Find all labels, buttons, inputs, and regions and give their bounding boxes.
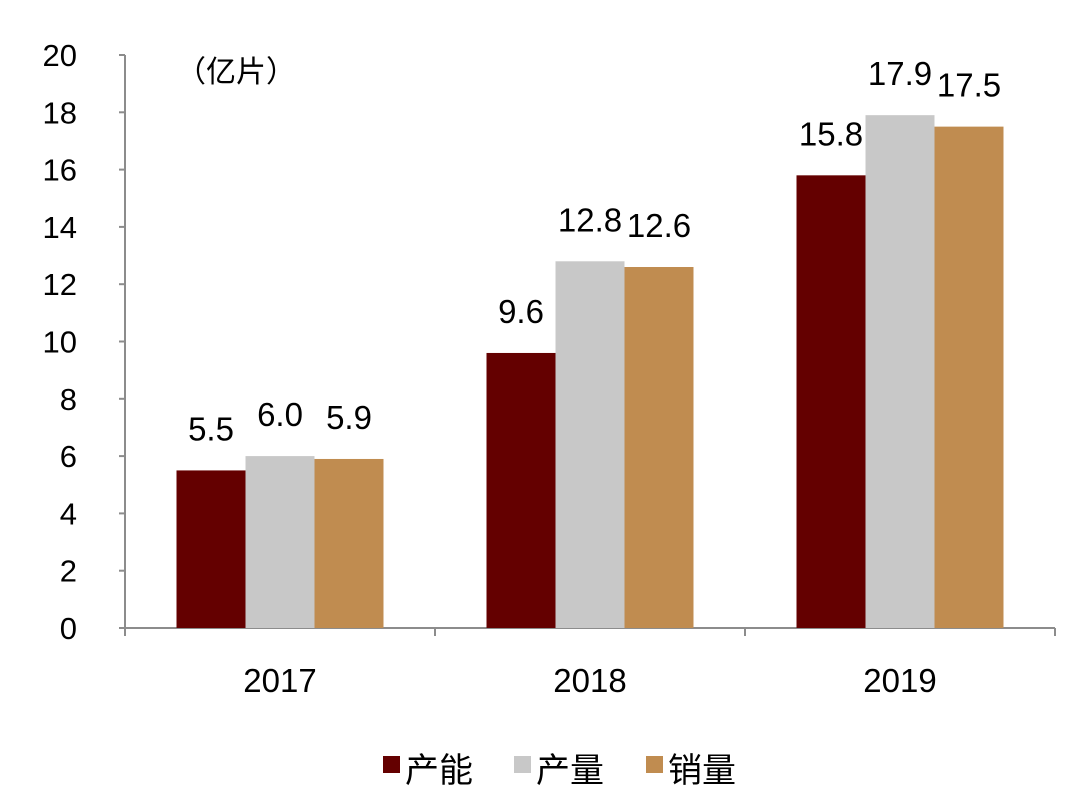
bar-产能-2019 bbox=[796, 175, 866, 628]
y-tick-label: 14 bbox=[43, 210, 77, 245]
y-tick-label: 4 bbox=[60, 496, 77, 531]
y-tick-label: 18 bbox=[43, 95, 77, 130]
bar-产量-2019 bbox=[865, 115, 935, 629]
x-category-label: 2017 bbox=[243, 662, 316, 699]
data-label: 17.9 bbox=[868, 55, 932, 92]
y-tick-label: 8 bbox=[60, 382, 77, 417]
legend-swatch bbox=[383, 756, 400, 773]
data-label: 6.0 bbox=[257, 396, 303, 433]
y-tick-label: 20 bbox=[43, 38, 77, 73]
y-tick-label: 10 bbox=[43, 325, 77, 360]
bar-销量-2019 bbox=[934, 126, 1004, 628]
legend-label: 产量 bbox=[536, 752, 604, 790]
y-tick-label: 2 bbox=[60, 554, 77, 589]
bar-销量-2017 bbox=[314, 458, 384, 628]
data-label: 12.8 bbox=[558, 201, 622, 238]
x-category-label: 2019 bbox=[863, 662, 936, 699]
bar-产能-2018 bbox=[486, 352, 556, 628]
data-label: 12.6 bbox=[627, 207, 691, 244]
legend-label: 销量 bbox=[668, 752, 736, 790]
bars bbox=[176, 115, 1004, 629]
data-label: 9.6 bbox=[498, 293, 544, 330]
data-labels: 5.5 6.0 5.9 9.6 12.8 12.6 15.817.9 17.5 bbox=[188, 55, 1001, 447]
unit-label: （亿片） bbox=[176, 56, 296, 89]
x-category-label: 2018 bbox=[553, 662, 626, 699]
data-label: 17.5 bbox=[937, 67, 1001, 104]
legend-label: 产能 bbox=[405, 752, 473, 790]
legend: 产能 产量 销量 bbox=[383, 752, 736, 790]
bar-产量-2018 bbox=[555, 261, 625, 628]
bar-产能-2017 bbox=[176, 470, 246, 628]
y-tick-label: 6 bbox=[60, 439, 77, 474]
data-label: 15.8 bbox=[799, 115, 863, 152]
bar-销量-2018 bbox=[624, 267, 694, 628]
legend-swatch bbox=[646, 756, 663, 773]
y-tick-label: 12 bbox=[43, 267, 77, 302]
data-label: 5.9 bbox=[326, 399, 372, 436]
bar-产量-2017 bbox=[245, 456, 315, 628]
data-label: 5.5 bbox=[188, 410, 234, 447]
legend-swatch bbox=[514, 756, 531, 773]
axes: 0 2 4 6 8 10 12 14 16 18 20 2017 2018 2019 bbox=[43, 38, 1056, 699]
y-tick-label: 16 bbox=[43, 153, 77, 188]
y-tick-label: 0 bbox=[60, 611, 77, 646]
